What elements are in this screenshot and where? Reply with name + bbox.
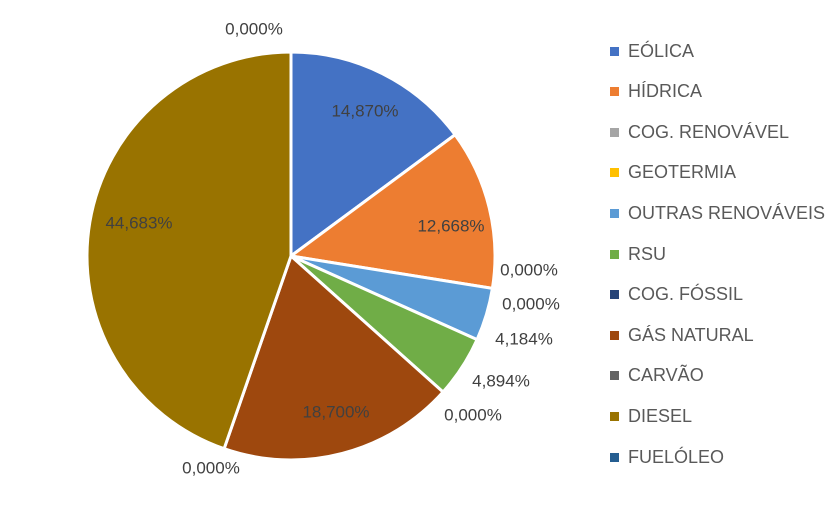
legend-swatch bbox=[610, 87, 619, 97]
legend-item: HÍDRICA bbox=[610, 81, 702, 103]
data-label: 0,000% bbox=[500, 260, 558, 279]
legend-swatch bbox=[610, 249, 619, 259]
legend-item: GEOTERMIA bbox=[610, 162, 736, 184]
data-label: 44,683% bbox=[105, 213, 172, 232]
legend-item: FUELÓLEO bbox=[610, 446, 724, 468]
legend-label: HÍDRICA bbox=[628, 81, 703, 102]
data-label: 12,668% bbox=[417, 216, 484, 235]
legend-label: CARVÃO bbox=[628, 365, 704, 386]
data-label: 4,894% bbox=[472, 371, 530, 390]
legend-label: RSU bbox=[628, 243, 667, 264]
pie-slice-diesel bbox=[85, 50, 293, 451]
legend-item: RSU bbox=[610, 243, 666, 265]
legend-item: EÓLICA bbox=[610, 40, 694, 62]
pie-slice-hídrica bbox=[287, 132, 497, 291]
legend-label: GEOTERMIA bbox=[628, 162, 737, 183]
legend-item: GÁS NATURAL bbox=[610, 324, 754, 346]
legend-swatch bbox=[610, 208, 619, 218]
legend-label: COG. RENOVÁVEL bbox=[628, 121, 790, 142]
legend-item: CARVÃO bbox=[610, 365, 704, 387]
legend-swatch bbox=[610, 371, 619, 381]
data-label: 4,184% bbox=[495, 329, 553, 348]
legend-label: GÁS NATURAL bbox=[628, 324, 754, 345]
legend-swatch bbox=[610, 330, 619, 340]
pie-slice-gás-natural bbox=[222, 253, 446, 462]
legend-label: FUELÓLEO bbox=[628, 446, 725, 467]
legend-item: COG. FÓSSIL bbox=[610, 284, 743, 306]
legend-swatch bbox=[610, 127, 619, 137]
legend-item: OUTRAS RENOVÁVEIS bbox=[610, 202, 825, 224]
legend-item: COG. RENOVÁVEL bbox=[610, 121, 789, 143]
data-label: 0,000% bbox=[182, 458, 240, 477]
legend-swatch bbox=[610, 452, 619, 462]
legend-swatch bbox=[610, 168, 619, 178]
data-label: 0,000% bbox=[444, 405, 502, 424]
legend-item: DIESEL bbox=[610, 405, 692, 427]
legend-label: EÓLICA bbox=[628, 40, 695, 61]
legend-swatch bbox=[610, 411, 619, 421]
legend-swatch bbox=[610, 46, 619, 56]
data-label: 18,700% bbox=[302, 402, 369, 421]
data-label: 14,870% bbox=[331, 101, 398, 120]
legend-label: OUTRAS RENOVÁVEIS bbox=[628, 202, 826, 223]
pie-slice-eólica bbox=[289, 50, 458, 259]
data-label: 0,000% bbox=[225, 19, 283, 38]
legend-swatch bbox=[610, 290, 619, 300]
data-label: 0,000% bbox=[502, 294, 560, 313]
legend-label: DIESEL bbox=[628, 405, 693, 426]
legend-label: COG. FÓSSIL bbox=[628, 284, 744, 305]
